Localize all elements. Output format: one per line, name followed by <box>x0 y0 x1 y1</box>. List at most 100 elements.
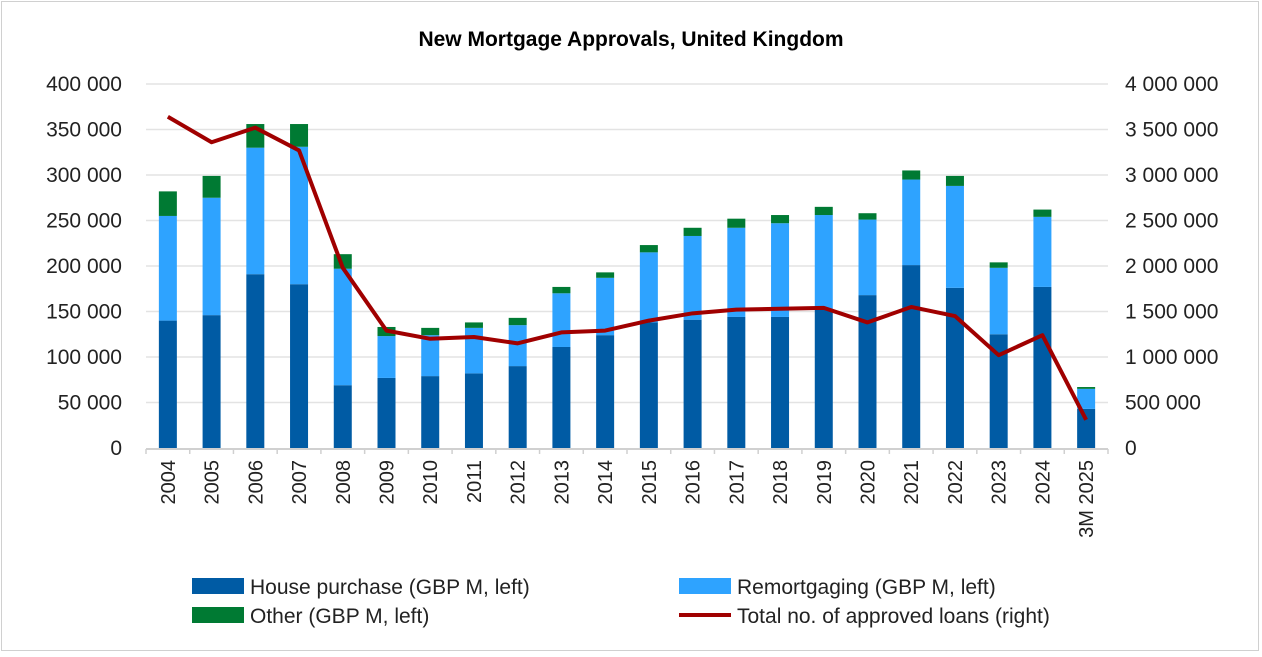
x-tick-label: 2024 <box>1032 460 1054 505</box>
x-tick-label: 2011 <box>464 460 486 503</box>
bar-other-2015 <box>640 245 658 252</box>
left-tick-label: 250 000 <box>46 210 122 233</box>
bar-house-2019 <box>815 310 833 448</box>
x-tick-label: 2006 <box>245 460 267 505</box>
bar-remortgaging-2018 <box>771 223 789 317</box>
bar-other-2016 <box>684 228 702 236</box>
x-tick-label: 2005 <box>202 460 224 505</box>
x-tick-label: 3M 2025 <box>1076 460 1098 538</box>
legend-swatch <box>192 607 244 623</box>
bar-house-2007 <box>290 284 308 448</box>
left-tick-label: 0 <box>110 437 122 460</box>
legend: House purchase (GBP M, left) Remortgaging… <box>192 576 1050 628</box>
left-tick-label: 200 000 <box>46 255 122 278</box>
bar-remortgaging-2015 <box>640 252 658 322</box>
left-axis-ticks: 0 50 000 100 000 150 000 200 000 250 000 300 0… <box>46 73 122 460</box>
bar-remortgaging-2004 <box>159 216 177 321</box>
right-tick-label: 1 500 000 <box>1125 301 1218 324</box>
left-tick-label: 350 000 <box>46 119 122 142</box>
x-tick-label: 2009 <box>377 460 399 505</box>
legend-label: Total no. of approved loans (right) <box>737 605 1050 628</box>
bar-remortgaging-2005 <box>203 198 221 315</box>
bar-house-2020 <box>859 295 877 448</box>
bar-remortgaging-2021 <box>902 180 920 266</box>
bar-remortgaging-2006 <box>246 148 264 274</box>
bar-remortgaging-2023 <box>990 268 1008 334</box>
bar-remortgaging-2022 <box>946 186 964 288</box>
bar-remortgaging-2014 <box>596 278 614 335</box>
right-tick-label: 3 000 000 <box>1125 164 1218 187</box>
bar-other-2020 <box>859 213 877 219</box>
bar-other-2019 <box>815 207 833 215</box>
left-tick-label: 50 000 <box>58 392 122 415</box>
bar-house-2014 <box>596 335 614 448</box>
bar-house-2011 <box>465 373 483 448</box>
x-tick-label: 2016 <box>683 460 705 505</box>
right-tick-label: 4 000 000 <box>1125 73 1218 96</box>
x-tick-label: 2013 <box>551 460 573 505</box>
bar-remortgaging-2010 <box>421 335 439 376</box>
x-tick-label: 2022 <box>945 460 967 505</box>
bar-other-2017 <box>727 219 745 228</box>
bar-house-2015 <box>640 322 658 448</box>
x-tick-label: 2023 <box>989 460 1011 505</box>
bar-house-2021 <box>902 265 920 448</box>
left-tick-label: 300 000 <box>46 164 122 187</box>
x-tick-label: 2012 <box>508 460 530 505</box>
bar-house-2009 <box>378 378 396 448</box>
bar-house-2006 <box>246 274 264 448</box>
bar-other-2007 <box>290 124 308 147</box>
chart-title: New Mortgage Approvals, United Kingdom <box>418 28 843 51</box>
x-tick-label: 2008 <box>333 460 355 505</box>
bar-other-3M2025 <box>1077 387 1095 389</box>
bar-other-2023 <box>990 262 1008 267</box>
x-tick-label: 2007 <box>289 460 311 505</box>
x-tick-label: 2018 <box>770 460 792 505</box>
bar-other-2011 <box>465 322 483 327</box>
x-tick-label: 2017 <box>726 460 748 505</box>
x-tick-label: 2010 <box>420 460 442 505</box>
x-tick-label: 2019 <box>814 460 836 505</box>
bar-other-2022 <box>946 176 964 186</box>
bar-remortgaging-2020 <box>859 220 877 296</box>
right-tick-label: 2 500 000 <box>1125 210 1218 233</box>
bar-house-2016 <box>684 320 702 448</box>
legend-label: Other (GBP M, left) <box>250 605 429 628</box>
legend-swatch <box>679 578 731 594</box>
right-tick-label: 0 <box>1125 437 1137 460</box>
bar-house-2022 <box>946 288 964 448</box>
left-tick-label: 100 000 <box>46 346 122 369</box>
right-tick-label: 2 000 000 <box>1125 255 1218 278</box>
bar-remortgaging-2019 <box>815 215 833 310</box>
bar-house-2017 <box>727 317 745 448</box>
bar-other-2005 <box>203 176 221 198</box>
x-tick-label: 2015 <box>639 460 661 505</box>
bar-house-3M2025 <box>1077 409 1095 448</box>
legend-swatch <box>192 578 244 594</box>
bar-house-2005 <box>203 315 221 448</box>
bar-house-2008 <box>334 385 352 448</box>
bar-other-2018 <box>771 215 789 223</box>
legend-label: Remortgaging (GBP M, left) <box>737 576 996 599</box>
bar-remortgaging-2016 <box>684 236 702 320</box>
bar-remortgaging-2013 <box>552 293 570 347</box>
right-tick-label: 3 500 000 <box>1125 119 1218 142</box>
bar-other-2024 <box>1033 210 1051 217</box>
bar-house-2013 <box>552 347 570 448</box>
bar-other-2012 <box>509 318 527 325</box>
left-tick-label: 150 000 <box>46 301 122 324</box>
x-tick-label: 2020 <box>858 460 880 505</box>
legend-label: House purchase (GBP M, left) <box>250 576 530 599</box>
bar-other-2021 <box>902 170 920 179</box>
bar-remortgaging-2012 <box>509 325 527 366</box>
bar-remortgaging-2024 <box>1033 217 1051 287</box>
bar-remortgaging-2017 <box>727 228 745 317</box>
bar-other-2004 <box>159 191 177 216</box>
bar-house-2024 <box>1033 287 1051 448</box>
bar-remortgaging-2009 <box>378 336 396 378</box>
bar-other-2014 <box>596 272 614 277</box>
